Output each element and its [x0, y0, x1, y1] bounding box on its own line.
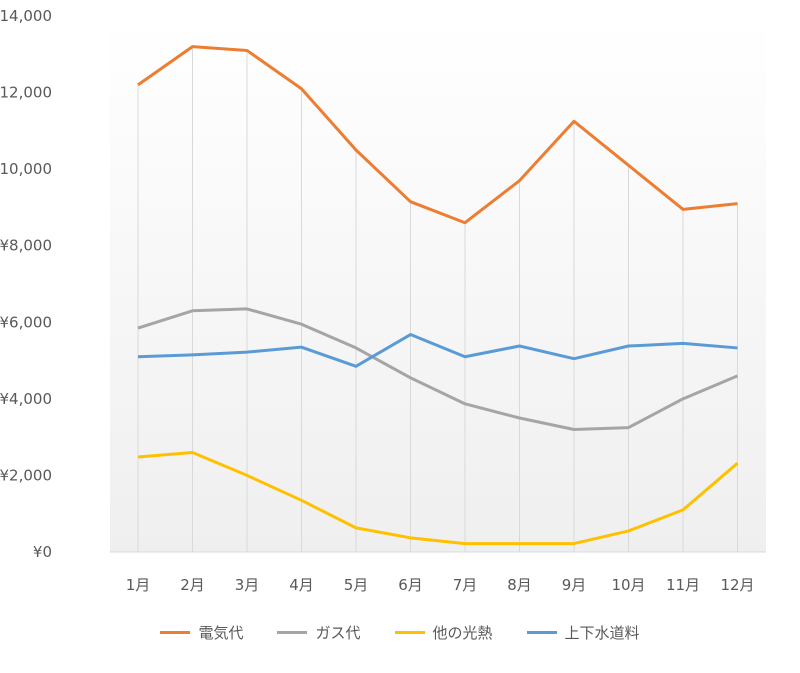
- y-tick-label: ¥0: [33, 543, 52, 561]
- series-line-1: [137, 307, 739, 431]
- legend-item: 電気代: [160, 622, 243, 643]
- x-tick-label: 8月: [507, 576, 532, 594]
- legend-swatch: [277, 631, 308, 634]
- series-line-2: [137, 450, 739, 546]
- legend-swatch: [526, 631, 557, 634]
- y-tick-label: ¥2,000: [0, 466, 52, 484]
- x-tick-label: 3月: [235, 576, 260, 594]
- legend-swatch: [394, 631, 425, 634]
- legend-label: 上下水道料: [564, 624, 640, 642]
- y-tick-label: ¥6,000: [0, 313, 52, 331]
- series-line-0: [137, 45, 738, 225]
- legend-swatch: [160, 631, 191, 634]
- legend: 電気代 ガス代 他の光熱 上下水道料: [0, 622, 800, 643]
- x-tick-label: 6月: [398, 576, 423, 594]
- y-tick-label: ¥14,000: [0, 7, 52, 25]
- legend-label: ガス代: [315, 624, 361, 642]
- x-tick-label: 11月: [666, 576, 700, 594]
- x-tick-label: 12月: [720, 576, 754, 594]
- series-line-3: [137, 333, 738, 368]
- y-tick-label: ¥8,000: [0, 237, 52, 255]
- legend-label: 他の光熱: [432, 624, 493, 642]
- legend-item: 上下水道料: [526, 622, 640, 643]
- plot-area: [110, 16, 766, 552]
- x-tick-label: 10月: [611, 576, 645, 594]
- x-tick-label: 4月: [289, 576, 314, 594]
- y-tick-label: ¥10,000: [0, 160, 52, 178]
- x-tick-label: 5月: [344, 576, 369, 594]
- x-tick-label: 1月: [126, 576, 151, 594]
- legend-label: 電気代: [198, 624, 244, 642]
- x-tick-label: 9月: [562, 576, 587, 594]
- legend-item: 他の光熱: [394, 622, 493, 643]
- x-tick-label: 2月: [180, 576, 205, 594]
- y-tick-label: ¥12,000: [0, 84, 52, 102]
- legend-item: ガス代: [277, 622, 361, 643]
- x-tick-label: 7月: [453, 576, 478, 594]
- y-tick-label: ¥4,000: [0, 390, 52, 408]
